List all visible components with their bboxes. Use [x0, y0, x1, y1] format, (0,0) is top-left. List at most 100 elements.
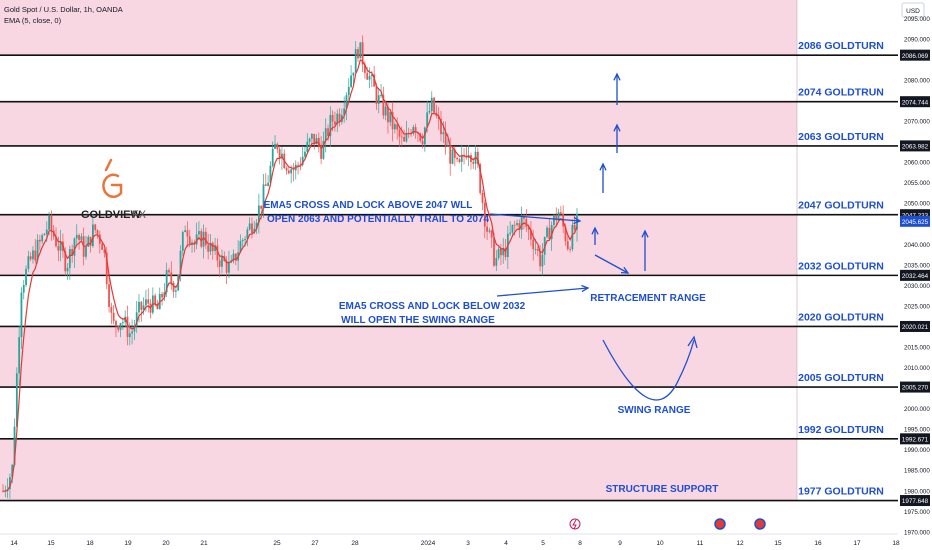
candle-body [539, 250, 542, 267]
candle-body [493, 237, 495, 266]
candle-body [449, 145, 452, 164]
goldturn-label: 2047 GOLDTURN [798, 200, 884, 212]
candle-body [147, 299, 150, 304]
x-tick-label: 20 [162, 540, 170, 547]
right-arrow-icon-shaft [496, 287, 589, 297]
candle-body [161, 293, 163, 298]
candle-body [121, 322, 124, 324]
candle-body [377, 95, 380, 104]
x-tick-label: 28 [351, 540, 359, 547]
y-tick-label: 2030.000 [904, 283, 930, 290]
price-tag-bg [900, 49, 930, 61]
price-tag-bg [900, 433, 930, 445]
candle-body [135, 312, 138, 327]
arrows-layer [489, 72, 698, 401]
logo-g-icon [102, 173, 123, 198]
candle-body [13, 426, 16, 465]
candle-body [98, 234, 101, 244]
candle-body [264, 184, 267, 186]
candle-body [419, 133, 422, 141]
x-tick-label: 9 [618, 540, 622, 547]
candle-body [564, 226, 567, 242]
down-right-arrow-icon-head [620, 266, 630, 274]
candle-body [202, 231, 205, 247]
up-arrow-icon [599, 162, 607, 193]
y-tick-label: 2055.000 [904, 180, 930, 187]
candle-body [128, 333, 131, 338]
candle-body [541, 254, 544, 267]
candle-body [45, 229, 48, 235]
up-arrow-icon [641, 229, 649, 271]
candle-body [285, 167, 288, 171]
annotation-ann5: RETRACEMENT RANGE [590, 293, 706, 304]
right-arrow-icon-shaft [489, 213, 581, 222]
ema-line [2, 58, 578, 492]
price-axis[interactable]: USD 2086.069 2074.744 2063.982 2047.233 2032… [898, 0, 932, 550]
candle-body [375, 86, 378, 104]
us-flag-icon[interactable] [754, 518, 766, 530]
candle-body [255, 222, 258, 229]
y-tick-label: 2015.000 [904, 345, 930, 352]
candle-body [532, 239, 535, 250]
candle-body [228, 262, 230, 273]
candle-body [188, 236, 191, 244]
candle-body [274, 143, 276, 149]
y-tick-label: 2040.000 [904, 242, 930, 249]
candle-body [534, 249, 537, 250]
goldturn-label: 2063 GOLDTURN [798, 131, 884, 143]
candle-body [310, 133, 313, 139]
candle-body [536, 249, 539, 251]
candle-body [329, 114, 332, 137]
event-markers[interactable] [569, 518, 766, 530]
candle-body [145, 299, 147, 306]
x-tick-label: 18 [86, 540, 94, 547]
candle-body [297, 164, 299, 166]
candle-body [428, 111, 431, 113]
candle-body [25, 268, 27, 286]
candle-body [248, 223, 251, 230]
price-tag: 2074.744 [902, 99, 929, 106]
candle-body [301, 156, 304, 165]
zones-layer [0, 0, 798, 501]
candle-body [364, 64, 366, 73]
candle-body [214, 245, 216, 252]
currency-box[interactable] [901, 2, 925, 18]
candle-body [569, 249, 571, 250]
y-tick-label: 1995.000 [904, 427, 930, 434]
time-axis[interactable]: 14 15 18 19 20 21 25 27 28 2024 3 4 5 8 9 10 11 12 15 16 17 1… [0, 533, 900, 547]
down-right-arrow-icon-shaft [594, 254, 629, 274]
candle-body [191, 242, 193, 244]
candle-body [398, 129, 401, 137]
candle-body [66, 268, 69, 272]
candle-body [232, 253, 235, 261]
candle-body [320, 145, 323, 159]
price-tag: 2063.982 [902, 143, 929, 150]
candle-body [278, 149, 281, 159]
candle-body [527, 226, 530, 230]
candle-body [511, 224, 514, 233]
candle-body [520, 216, 523, 230]
candle-body [241, 240, 244, 242]
goldturn-label: 1992 GOLDTURN [798, 424, 884, 436]
candle-body [15, 373, 18, 427]
candle-body [55, 236, 57, 247]
us-flag-icon[interactable] [714, 518, 726, 530]
candle-body [131, 331, 133, 334]
swing-head [687, 335, 698, 349]
candle-body [94, 224, 97, 231]
candle-body [483, 202, 486, 227]
candle-body [334, 121, 336, 125]
candle-body [110, 306, 113, 313]
candle-body [117, 326, 120, 330]
candle-body [142, 305, 145, 310]
price-tag: 2005.270 [902, 385, 929, 392]
x-tick-label: 12 [736, 540, 744, 547]
candle-body [71, 248, 74, 256]
candle-body [559, 212, 562, 214]
event-lightning-icon[interactable] [569, 518, 581, 530]
x-tick-label: 3 [466, 540, 470, 547]
candle-body [225, 260, 228, 273]
candle-body [426, 112, 429, 128]
candle-body [73, 238, 76, 256]
